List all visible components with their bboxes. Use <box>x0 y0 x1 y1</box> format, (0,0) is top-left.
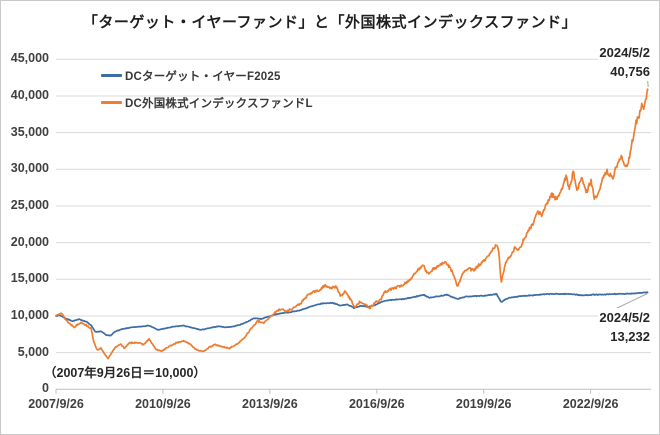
annotation-date-target: 2024/5/2 <box>599 310 650 325</box>
legend: DCターゲット・イヤーF2025 DC外国株式インデックスファンドL <box>101 62 313 116</box>
legend-item-target-year: DCターゲット・イヤーF2025 <box>101 62 313 89</box>
y-axis-tick-label: 5,000 <box>17 344 49 359</box>
y-axis-tick-label: 45,000 <box>10 51 49 66</box>
legend-label-foreign-index: DC外国株式インデックスファンドL <box>125 97 313 110</box>
series-line-foreign-equity-index-l <box>55 88 649 360</box>
x-axis-tick-label: 2007/9/26 <box>28 397 84 411</box>
y-axis-tick-label: 0 <box>42 381 49 396</box>
y-axis-tick-label: 15,000 <box>10 271 49 286</box>
legend-label-target-year: DCターゲット・イヤーF2025 <box>125 70 281 83</box>
x-axis-tick-label: 2016/9/26 <box>348 397 405 411</box>
annotation-value-target: 13,232 <box>610 329 650 344</box>
legend-line-swatch-target-year <box>101 74 122 77</box>
y-axis-tick-label: 20,000 <box>10 234 49 249</box>
x-axis-tick-label: 2022/9/26 <box>562 397 619 411</box>
annotation-value-foreign: 40,756 <box>610 64 650 79</box>
annotation-target-year-end: 2024/5/2 13,232 <box>598 308 651 346</box>
y-axis-tick-label: 40,000 <box>10 87 49 102</box>
y-axis-tick-label: 30,000 <box>10 161 49 176</box>
x-axis-tick-label: 2013/9/26 <box>242 397 298 411</box>
x-axis-tick-label: 2019/9/26 <box>455 397 512 411</box>
baseline-note: （2007年9月26日＝10,000） <box>44 366 206 380</box>
x-axis-tick-label: 2010/9/26 <box>135 397 191 411</box>
y-axis-tick-label: 10,000 <box>10 307 49 322</box>
legend-item-foreign-index: DC外国株式インデックスファンドL <box>101 89 313 116</box>
y-axis-tick-label: 35,000 <box>10 124 49 139</box>
chart-title: 「ターゲット・イヤーファンド」と「外国株式インデックスファンド」 <box>82 14 578 31</box>
y-axis-tick-label: 25,000 <box>10 197 49 212</box>
leader-line-target-year <box>612 293 648 311</box>
annotation-foreign-index-end: 2024/5/2 40,756 <box>598 43 651 81</box>
legend-line-swatch-foreign-index <box>101 101 122 104</box>
series-line-target-year-f2025 <box>55 291 649 337</box>
annotation-date-foreign: 2024/5/2 <box>599 45 650 60</box>
